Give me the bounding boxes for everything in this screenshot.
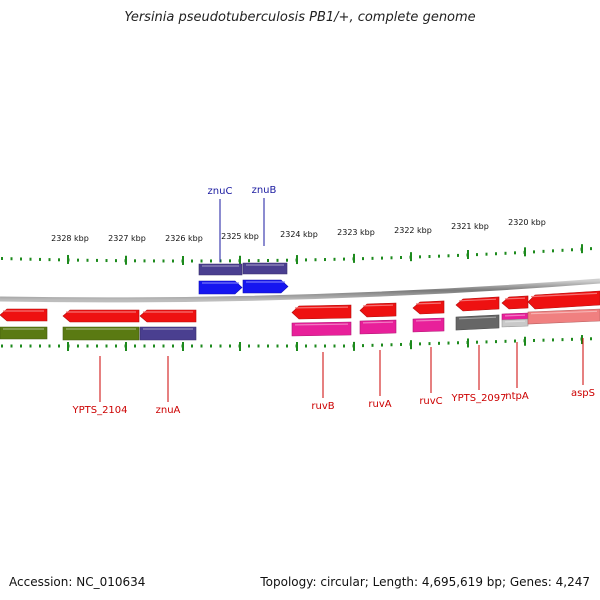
gene-feature [62,309,140,323]
scale-tick-label: 2327 kbp [108,234,146,243]
scale-tick-label: 2325 kbp [221,232,259,241]
gene-feature [62,326,140,341]
gene-feature [242,262,288,275]
scale-tick-label: 2326 kbp [165,234,203,243]
gene-feature [291,304,352,320]
scale-ticks-lower [1,335,592,351]
gene-feature [0,308,48,322]
genome-title: Yersinia pseudotuberculosis PB1/+, compl… [124,10,476,25]
gene-feature [242,279,289,294]
gene-label-YPTS_2097: YPTS_2097 [450,393,506,404]
scale-tick-label: 2321 kbp [451,222,489,231]
scale-ticks-upper [1,244,592,265]
gene-label-ruvC: ruvC [419,396,442,407]
gene-labels: znuC znuB YPTS_2104 znuA ruvB ruvA ruvC YPTS_20… [71,185,595,416]
gene-label-ruvB: ruvB [311,401,334,412]
gene-feature [0,326,48,340]
gene-feature [527,290,600,310]
gene-feature [501,295,529,310]
scale-tick-label: 2322 kbp [394,226,432,235]
accession-text: Accession: NC_010634 [9,575,146,589]
gene-feature [139,309,197,323]
gene-feature [139,326,197,341]
gene-feature [198,280,243,295]
gene-label-znuB: znuB [252,185,277,196]
gene-feature [198,263,243,276]
gene-feature [527,308,600,325]
gene-label-znuC: znuC [208,186,233,197]
genome-backbone [0,278,600,303]
genome-summary-text: Topology: circular; Length: 4,695,619 bp… [260,575,590,589]
gene-label-aspS: aspS [571,388,595,399]
scale-tick-label: 2320 kbp [508,218,546,227]
gene-feature [501,312,529,321]
gene-feature [455,314,500,331]
gene-label-leaders [99,198,584,402]
gene-feature [501,318,529,328]
gene-label-YPTS_2104: YPTS_2104 [71,405,127,416]
gene-feature [455,296,500,312]
scale-tick-label: 2324 kbp [280,230,318,239]
gene-label-ntpA: ntpA [505,391,529,402]
gene-label-ruvA: ruvA [368,399,391,410]
gene-features [0,262,600,341]
scale-tick-label: 2328 kbp [51,234,89,243]
scale-tick-labels: 2328 kbp 2327 kbp 2326 kbp 2325 kbp 2324 kbp… [51,218,546,243]
gene-feature [359,319,397,335]
gene-feature [291,321,352,337]
gene-feature [412,300,445,315]
gene-feature [412,317,445,333]
gene-feature [359,302,397,318]
gene-label-znuA: znuA [156,405,181,416]
scale-tick-label: 2323 kbp [337,228,375,237]
